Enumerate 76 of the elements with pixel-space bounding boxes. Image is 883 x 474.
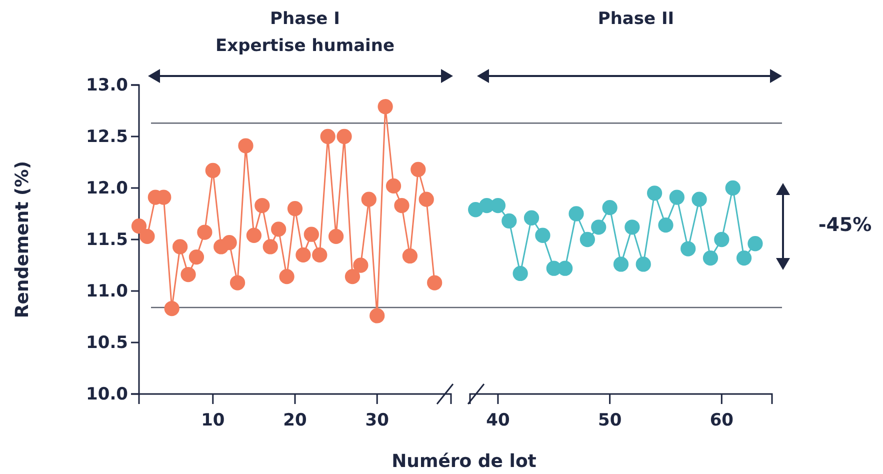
point [370, 308, 385, 324]
x-tick-label: 20 [283, 410, 307, 431]
point [646, 186, 662, 201]
point [188, 249, 204, 265]
point [714, 232, 730, 248]
point [361, 192, 376, 207]
point [180, 266, 196, 282]
point [262, 239, 278, 254]
point [524, 210, 540, 226]
x-tick-label: 10 [201, 410, 225, 431]
y-tick-label: 10.0 [86, 384, 128, 404]
point [602, 200, 618, 216]
point [725, 180, 740, 196]
x-tick-label: 40 [486, 410, 510, 431]
point [296, 247, 311, 263]
point [320, 128, 336, 144]
x-tick-label: 30 [365, 410, 390, 431]
y-tick-label: 11.5 [86, 230, 128, 250]
point [591, 220, 606, 235]
x-axis-title: Numéro de lot [392, 451, 537, 472]
x-tick-label: 60 [710, 410, 734, 431]
point [402, 248, 418, 264]
point [271, 222, 286, 237]
point [410, 162, 426, 178]
point [164, 300, 180, 316]
point [418, 192, 434, 207]
point [254, 198, 270, 214]
point [131, 218, 147, 234]
point [702, 250, 718, 266]
chart-title: Phase I [270, 9, 340, 29]
point [378, 99, 393, 114]
point [748, 236, 763, 252]
point [502, 213, 517, 229]
point [669, 190, 684, 205]
point [279, 269, 294, 284]
point [512, 266, 528, 282]
point [535, 228, 550, 243]
point [692, 192, 707, 207]
point [344, 269, 360, 284]
point [613, 256, 629, 272]
point [658, 218, 674, 233]
chart-title: Phase II [598, 9, 674, 29]
point [287, 201, 303, 216]
point [246, 228, 262, 243]
point [230, 275, 246, 290]
point [197, 224, 212, 240]
point [580, 232, 596, 248]
point [205, 162, 220, 178]
point [558, 260, 573, 276]
y-tick-label: 11.0 [86, 281, 128, 302]
point [353, 258, 368, 273]
chart-subtitle: Expertise humaine [215, 36, 395, 56]
point [394, 198, 410, 214]
point [238, 138, 254, 154]
point [624, 220, 640, 235]
point [736, 250, 752, 266]
point [386, 178, 402, 194]
y-tick-label: 12.5 [86, 126, 128, 147]
point [568, 206, 584, 222]
point [312, 247, 328, 263]
point [222, 235, 237, 250]
y-tick-label: 10.5 [86, 332, 128, 353]
point [328, 228, 344, 244]
point [304, 226, 319, 242]
point [490, 198, 506, 214]
point [336, 128, 352, 144]
point [172, 239, 188, 254]
point [140, 228, 155, 244]
y-tick-label: 13.0 [86, 75, 128, 96]
x-tick-label: 50 [598, 410, 622, 431]
point [636, 256, 651, 272]
text: -45% [818, 214, 872, 236]
point [427, 275, 442, 290]
y-tick-label: 12.0 [86, 178, 128, 198]
point [680, 241, 696, 256]
y-axis-title: Rendement (%) [12, 160, 33, 318]
